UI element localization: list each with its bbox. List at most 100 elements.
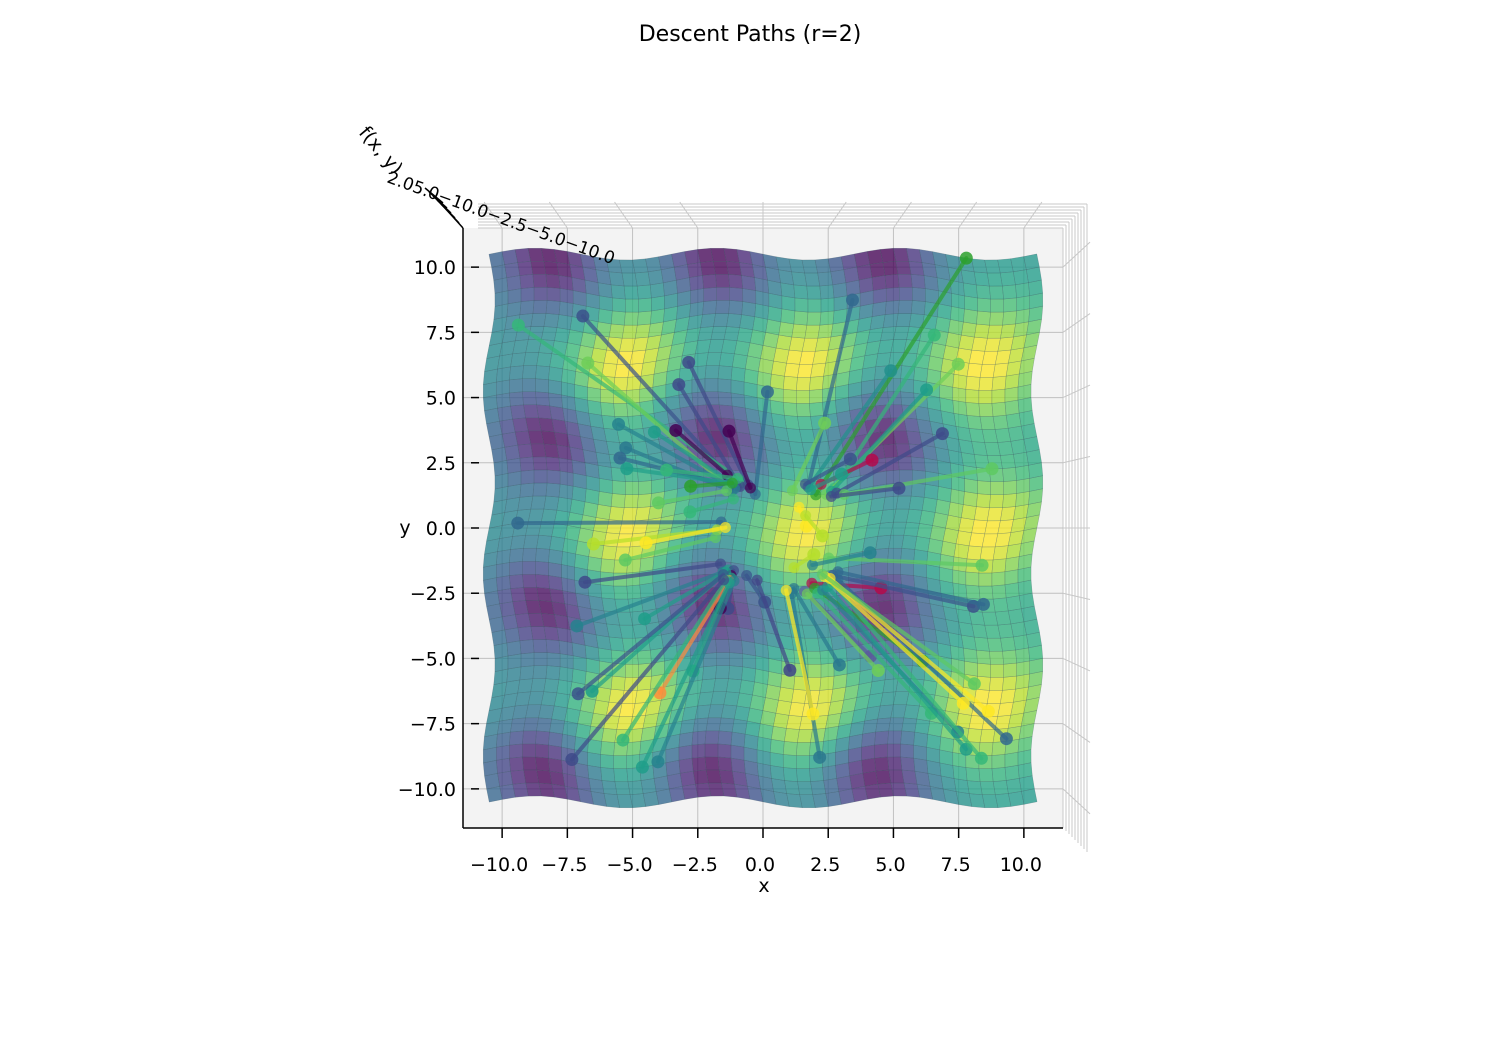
surface-cell bbox=[548, 575, 563, 591]
surface-cell bbox=[780, 282, 796, 299]
surface-cell bbox=[771, 543, 787, 560]
descent-path-line bbox=[620, 578, 729, 743]
surface-cell bbox=[977, 480, 991, 495]
surface-cell bbox=[913, 757, 929, 774]
surface-cell bbox=[823, 778, 840, 794]
surface-cell bbox=[783, 375, 798, 391]
descent-path-line bbox=[624, 466, 732, 486]
surface-cell bbox=[509, 378, 523, 394]
surface-cell bbox=[791, 689, 807, 704]
y-tick-label: 10.0 bbox=[414, 257, 456, 279]
surface-cell bbox=[702, 665, 717, 681]
descent-path-start-point bbox=[806, 707, 820, 721]
descent-path-line bbox=[687, 496, 736, 514]
surface-cell bbox=[496, 366, 511, 383]
surface-cell bbox=[914, 718, 931, 735]
surface-cell bbox=[1016, 478, 1030, 494]
surface-cell bbox=[869, 314, 886, 330]
surface-cell bbox=[762, 514, 779, 531]
surface-cell bbox=[647, 269, 664, 286]
surface-cell bbox=[911, 300, 926, 315]
surface-cell bbox=[942, 527, 959, 544]
surface-cell bbox=[504, 262, 521, 278]
surface-cell bbox=[952, 582, 968, 599]
surface-cell bbox=[965, 584, 981, 600]
surface-cell bbox=[703, 652, 717, 668]
surface-cell bbox=[804, 637, 821, 652]
surface-cell bbox=[728, 665, 743, 681]
descent-path-start-point bbox=[999, 732, 1013, 746]
surface-cell bbox=[532, 482, 548, 497]
descent-path-end-point bbox=[727, 493, 739, 505]
surface-cell bbox=[543, 495, 560, 511]
descent-path-start-point bbox=[651, 755, 665, 769]
surface-cell bbox=[817, 506, 834, 522]
descent-path-line bbox=[805, 591, 881, 673]
surface-cell bbox=[730, 366, 746, 383]
descent-path-end-point bbox=[718, 574, 730, 586]
surface-cell bbox=[862, 718, 878, 735]
surface-cell bbox=[545, 665, 561, 680]
surface-cell bbox=[882, 495, 899, 511]
descent-path-start-point bbox=[576, 309, 590, 323]
surface-cell bbox=[536, 404, 552, 420]
surface-cell bbox=[637, 649, 652, 665]
surface-cell bbox=[533, 287, 548, 301]
surface-cell bbox=[895, 495, 912, 510]
descent-path-line bbox=[640, 580, 732, 770]
surface-cell bbox=[796, 377, 811, 391]
surface-cell bbox=[716, 652, 730, 666]
surface-cell bbox=[875, 717, 891, 733]
surface-cell bbox=[732, 353, 748, 370]
surface-cell bbox=[796, 755, 810, 769]
surface-cell bbox=[717, 391, 733, 407]
surface-cell bbox=[638, 297, 652, 313]
surface-cell bbox=[613, 768, 629, 782]
surface-cell bbox=[910, 456, 926, 472]
surface-cell bbox=[888, 534, 905, 549]
surface-cell bbox=[713, 678, 729, 692]
descent-path-end-point bbox=[719, 522, 731, 534]
surface-cell bbox=[1023, 253, 1040, 270]
surface-cell bbox=[992, 780, 1009, 795]
surface-cell bbox=[730, 392, 746, 409]
surface-cell bbox=[913, 562, 927, 578]
surface-cell bbox=[963, 647, 978, 664]
surface-cell bbox=[782, 741, 798, 756]
surface-cell bbox=[523, 717, 539, 732]
surface-cell bbox=[730, 731, 746, 748]
surface-cell bbox=[556, 314, 573, 330]
x-tick-labels: −10.0 −7.5 −5.0 −2.5 0.0 2.5 5.0 7.5 10.0 bbox=[470, 828, 1042, 876]
surface-cell bbox=[809, 767, 824, 782]
surface-cell bbox=[976, 649, 991, 665]
descent-path-line bbox=[686, 360, 750, 487]
y-tick-label: 0.0 bbox=[426, 518, 456, 540]
descent-path-line bbox=[834, 431, 945, 496]
surface-cell bbox=[719, 769, 735, 785]
surface-cell bbox=[771, 412, 787, 429]
surface-cell bbox=[913, 744, 927, 761]
surface-cell bbox=[1004, 386, 1019, 403]
surface-cell bbox=[548, 731, 563, 748]
surface-cell bbox=[760, 710, 777, 727]
surface-cell bbox=[731, 718, 748, 735]
surface-cell bbox=[749, 329, 766, 346]
descent-path-line bbox=[830, 573, 976, 609]
surface-cell bbox=[713, 261, 729, 275]
surface-cell bbox=[895, 313, 912, 327]
surface-cell bbox=[715, 639, 730, 653]
surface-cell bbox=[506, 666, 522, 683]
surface-cell bbox=[731, 405, 748, 422]
surface-cell bbox=[692, 352, 709, 368]
surface-cell bbox=[506, 275, 522, 291]
descent-path-end-point bbox=[816, 568, 828, 580]
surface-cell bbox=[991, 754, 1006, 769]
surface-cell bbox=[869, 496, 886, 513]
surface-cell bbox=[910, 274, 926, 289]
surface-cell bbox=[874, 756, 890, 772]
surface-cell bbox=[692, 717, 709, 733]
surface-cell bbox=[861, 757, 877, 774]
surface-cell bbox=[769, 556, 785, 573]
surface-cell bbox=[679, 770, 696, 787]
surface-cell bbox=[882, 678, 899, 694]
